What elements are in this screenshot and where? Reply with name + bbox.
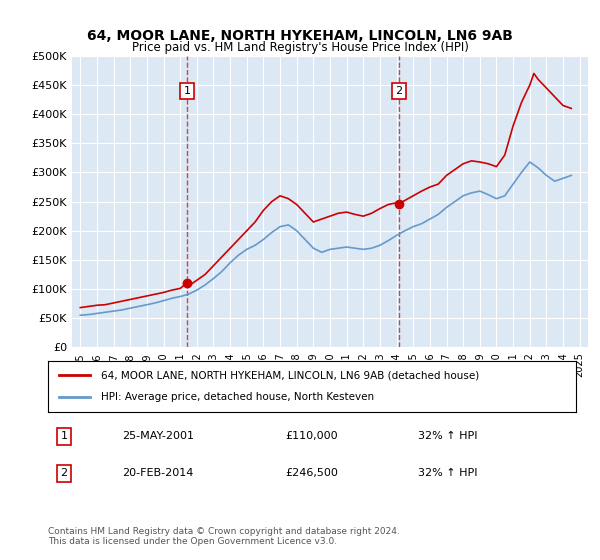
Text: 2: 2 (395, 86, 403, 96)
Text: 1: 1 (184, 86, 190, 96)
Text: Contains HM Land Registry data © Crown copyright and database right 2024.
This d: Contains HM Land Registry data © Crown c… (48, 526, 400, 546)
Text: 32% ↑ HPI: 32% ↑ HPI (418, 468, 477, 478)
Text: HPI: Average price, detached house, North Kesteven: HPI: Average price, detached house, Nort… (101, 393, 374, 403)
Text: 1: 1 (61, 431, 67, 441)
Text: 32% ↑ HPI: 32% ↑ HPI (418, 431, 477, 441)
Text: Price paid vs. HM Land Registry's House Price Index (HPI): Price paid vs. HM Land Registry's House … (131, 41, 469, 54)
Text: 20-FEB-2014: 20-FEB-2014 (122, 468, 193, 478)
Text: £110,000: £110,000 (286, 431, 338, 441)
Text: 2: 2 (60, 468, 67, 478)
Text: 25-MAY-2001: 25-MAY-2001 (122, 431, 194, 441)
Text: 64, MOOR LANE, NORTH HYKEHAM, LINCOLN, LN6 9AB (detached house): 64, MOOR LANE, NORTH HYKEHAM, LINCOLN, L… (101, 370, 479, 380)
Text: 64, MOOR LANE, NORTH HYKEHAM, LINCOLN, LN6 9AB: 64, MOOR LANE, NORTH HYKEHAM, LINCOLN, L… (87, 29, 513, 44)
Text: £246,500: £246,500 (286, 468, 338, 478)
